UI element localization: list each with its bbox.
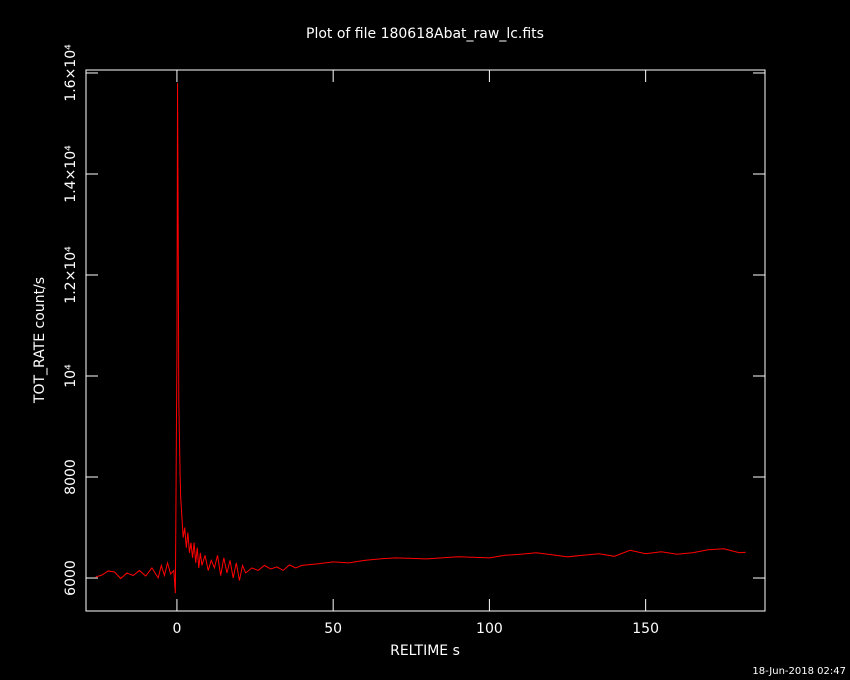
y-tick-label: 1.6×10⁴ <box>63 44 79 102</box>
y-tick-label: 6000 <box>63 560 79 596</box>
y-tick-label: 1.4×10⁴ <box>63 145 79 203</box>
y-tick-label: 1.2×10⁴ <box>63 246 79 304</box>
x-tick-label: 100 <box>476 621 503 637</box>
x-axis-label: RELTIME s <box>390 643 460 659</box>
y-tick-label: 8000 <box>63 459 79 495</box>
x-tick-label: 50 <box>324 621 342 637</box>
x-tick-label: 150 <box>632 621 659 637</box>
x-tick-label: 0 <box>172 621 181 637</box>
data-line <box>95 83 746 594</box>
y-axis-label: TOT_RATE count/s <box>32 277 48 404</box>
timestamp: 18-Jun-2018 02:47 <box>752 666 846 677</box>
y-tick-label: 10⁴ <box>63 364 79 388</box>
chart-title: Plot of file 180618Abat_raw_lc.fits <box>306 26 544 42</box>
plot-frame <box>85 69 766 612</box>
